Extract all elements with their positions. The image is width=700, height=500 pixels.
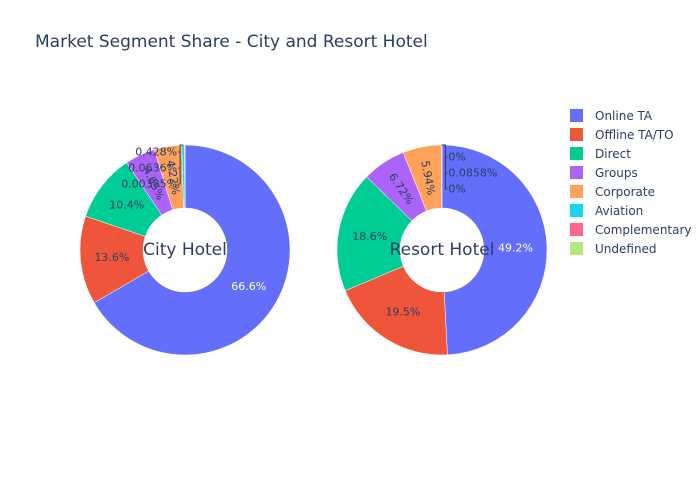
slice-city-hotel-online-ta[interactable] <box>93 144 291 356</box>
legend-label: Complementary <box>595 222 692 237</box>
slice-resort-hotel-direct[interactable] <box>336 176 413 292</box>
leader-line-resort-hotel <box>441 144 446 190</box>
slice-label-resort-hotel-undefined: 0% <box>448 183 465 196</box>
center-label-city-hotel: City Hotel <box>143 240 227 260</box>
slice-label-city-hotel-direct: 10.4% <box>109 199 144 212</box>
slice-resort-hotel-offline-ta-to[interactable] <box>344 265 448 356</box>
legend-item-corporate[interactable]: Corporate <box>570 182 692 201</box>
legend-swatch <box>570 166 583 179</box>
slice-label-city-hotel-aviation: 0.428% <box>135 146 177 159</box>
slice-label-city-hotel-undefined: 0.00385% <box>121 178 177 191</box>
slice-label-city-hotel-online-ta: 66.6% <box>231 280 266 293</box>
legend-swatch <box>570 204 583 217</box>
legend-item-groups[interactable]: Groups <box>570 163 692 182</box>
legend-item-direct[interactable]: Direct <box>570 144 692 163</box>
slice-label-resort-hotel-aviation: 0% <box>448 151 465 164</box>
slice-resort-hotel-online-ta[interactable] <box>441 144 548 356</box>
legend-item-complementary[interactable]: Complementary <box>570 220 692 239</box>
legend-label: Online TA <box>595 108 653 123</box>
legend-label: Direct <box>595 146 631 161</box>
legend-item-online-ta[interactable]: Online TA <box>570 106 692 125</box>
slice-label-city-hotel-complementary: 0.0636% <box>128 162 177 175</box>
slice-label-resort-hotel-complementary: 0.0858% <box>448 167 497 180</box>
pie-city-hotel: 66.6%13.6%10.4%4.65%4.22%0.428%0.0636%0.… <box>79 144 291 356</box>
legend-swatch <box>570 185 583 198</box>
legend: Online TA Offline TA/TO Direct Groups Corpor… <box>570 106 692 258</box>
legend-label: Undefined <box>595 241 657 256</box>
slice-label-resort-hotel-direct: 18.6% <box>352 230 387 243</box>
legend-label: Corporate <box>595 184 655 199</box>
slice-label-resort-hotel-online-ta: 49.2% <box>498 242 533 255</box>
legend-item-undefined[interactable]: Undefined <box>570 239 692 258</box>
legend-item-aviation[interactable]: Aviation <box>570 201 692 220</box>
slice-label-resort-hotel-offline-ta-to: 19.5% <box>385 306 420 319</box>
legend-label: Offline TA/TO <box>595 127 674 142</box>
chart-title: Market Segment Share - City and Resort H… <box>35 32 428 52</box>
legend-label: Groups <box>595 165 638 180</box>
legend-swatch <box>570 223 583 236</box>
slice-label-city-hotel-offline-ta-to: 13.6% <box>94 251 129 264</box>
legend-swatch <box>570 147 583 160</box>
legend-swatch <box>570 242 583 255</box>
pie-resort-hotel: 49.2%19.5%18.6%6.72% 5.94%0%0.0858%0%Reso… <box>336 144 548 356</box>
slice-resort-hotel-complementary[interactable] <box>441 144 443 209</box>
legend-swatch <box>570 109 583 122</box>
leader-line-city-hotel <box>179 144 184 185</box>
center-label-resort-hotel: Resort Hotel <box>390 240 495 260</box>
legend-swatch <box>570 128 583 141</box>
legend-label: Aviation <box>595 203 644 218</box>
slice-label-city-hotel-corporate: 4.22% <box>164 159 183 196</box>
legend-item-offline-ta-to[interactable]: Offline TA/TO <box>570 125 692 144</box>
